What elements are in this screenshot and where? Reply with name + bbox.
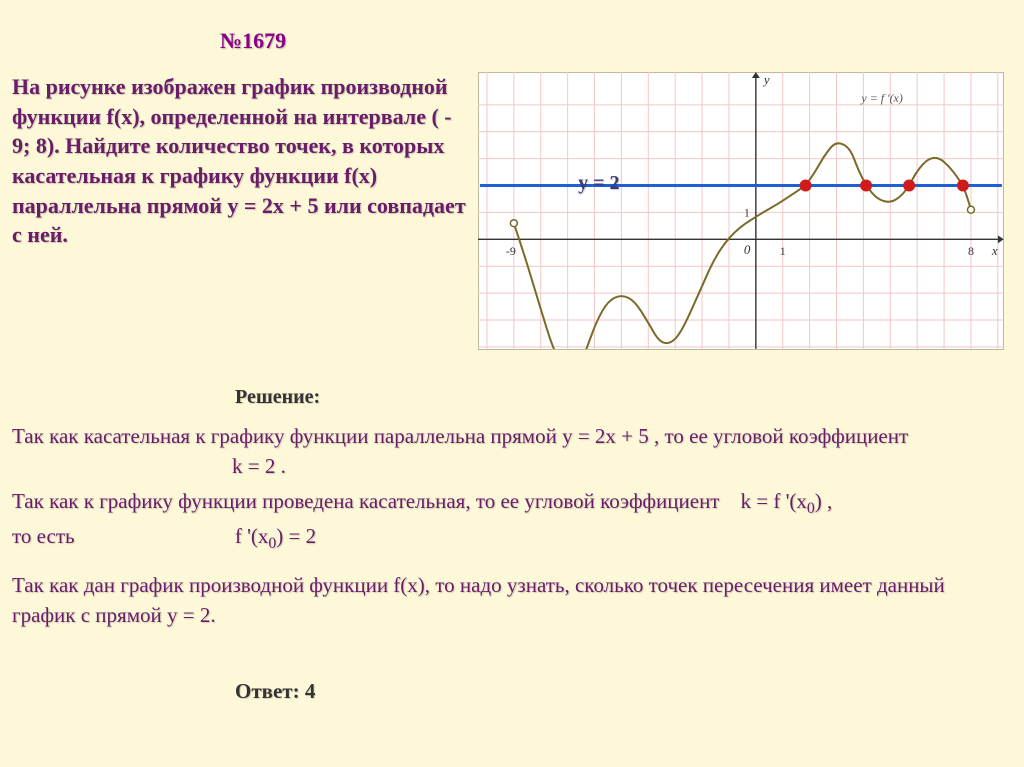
svg-text:y = f '(x): y = f '(x) [861, 91, 903, 105]
answer-value: 4 [305, 679, 316, 703]
svg-text:1: 1 [780, 244, 786, 258]
svg-text:0: 0 [744, 242, 751, 257]
svg-text:8: 8 [968, 244, 974, 258]
svg-text:x: x [991, 243, 998, 258]
line2-text: Так как к графику функции проведена каса… [12, 489, 720, 513]
y-equals-2-label: y = 2 [578, 172, 619, 195]
solution-line-2: Так как к графику функции проведена каса… [10, 486, 1014, 556]
chart: 0 x y -9 1 8 1 y = f '(x) y = 2 [478, 72, 1004, 350]
problem-text: На рисунке изображен график производной … [10, 72, 468, 250]
solution-line-3: Так как дан график производной функции f… [10, 570, 1014, 631]
fprime-eq-2: f '(x0) = 2 [235, 521, 316, 556]
solution-line-1: Так как касательная к графику функции па… [10, 421, 1014, 482]
k-eq-fprime: k = f '(x0) , [741, 489, 833, 513]
line2b-text: то есть [12, 524, 75, 548]
svg-text:-9: -9 [506, 244, 516, 258]
svg-text:1: 1 [744, 205, 750, 219]
answer-label: Ответ: [235, 679, 305, 703]
k-equals-2: k = 2 . [232, 451, 286, 481]
problem-number: №1679 [220, 28, 1014, 54]
line1-text: Так как касательная к графику функции па… [12, 424, 908, 448]
svg-text:y: y [762, 72, 770, 87]
answer: Ответ: 4 [235, 679, 1014, 704]
solution-label: Решение: [235, 386, 1014, 409]
